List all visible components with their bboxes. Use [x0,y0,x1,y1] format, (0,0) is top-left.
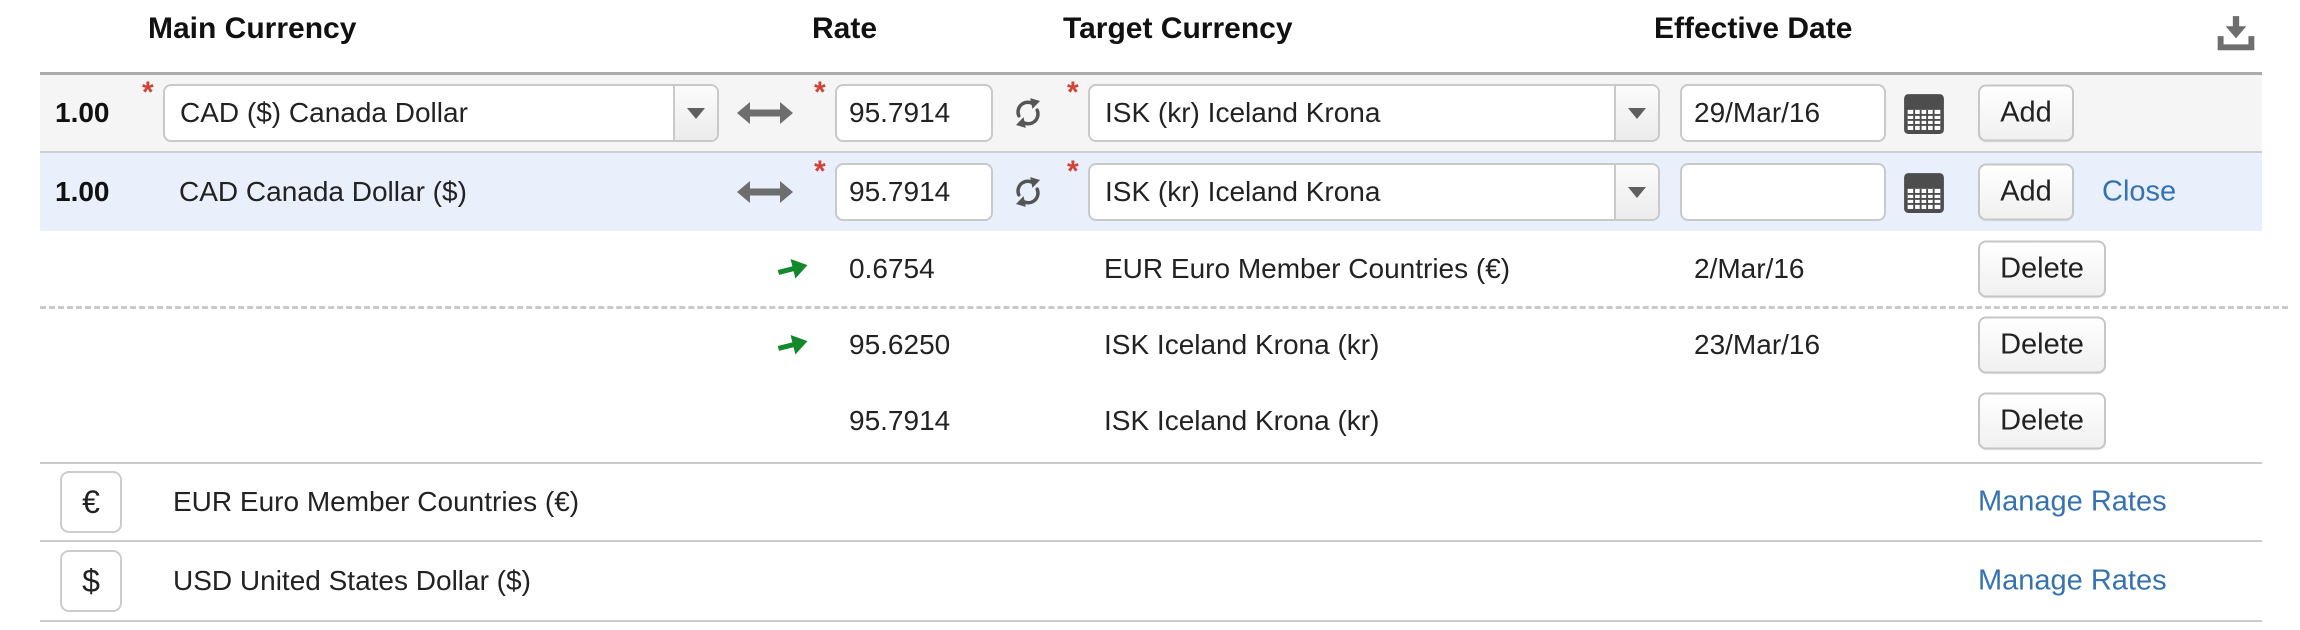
target-currency-select-dropdown-button[interactable] [1614,86,1658,140]
effective-date-field-wrap [1680,84,1886,142]
effective-date-field-wrap [1680,163,1886,221]
rate-value: 95.6250 [849,328,951,360]
rate-form-row-2: 1.00 CAD Canada Dollar ($) * * [40,153,2262,231]
manage-rates-link[interactable]: Manage Rates [1978,564,2167,597]
refresh-rate-icon[interactable] [1008,173,1048,211]
main-currency-select[interactable]: CAD ($) Canada Dollar [163,84,719,142]
delete-button[interactable]: Delete [1978,316,2106,373]
rate-history-row: 95.6250 ISK Iceland Krona (kr) 23/Mar/16… [40,309,2262,380]
rate-history-row: 0.6754 EUR Euro Member Countries (€) 2/M… [40,231,2262,306]
target-currency-select-value: ISK (kr) Iceland Krona [1105,176,1381,207]
currency-name: EUR Euro Member Countries (€) [1104,252,1511,284]
amount-label: 1.00 [55,97,110,128]
rate-form-row-1: 1.00 * CAD ($) Canada Dollar * [40,72,2262,153]
main-currency-field-wrap: * CAD ($) Canada Dollar [142,76,719,142]
effective-date-value: 2/Mar/16 [1694,252,1805,284]
required-asterisk: * [814,155,826,188]
currency-name: ISK Iceland Krona (kr) [1104,405,1380,436]
target-currency-select-value: ISK (kr) Iceland Krona [1105,97,1381,128]
add-button[interactable]: Add [1978,163,2074,221]
rate-history-row: 95.7914 ISK Iceland Krona (kr) Delete [40,380,2262,462]
main-currency-text: CAD Canada Dollar ($) [179,176,467,207]
effective-date-input[interactable] [1680,84,1886,142]
column-header-target-currency: Target Currency [1063,12,1293,45]
add-button[interactable]: Add [1978,84,2074,142]
rate-input[interactable] [835,84,993,142]
target-currency-field-wrap: * ISK (kr) Iceland Krona [1067,155,1660,221]
currency-row-usd: $ USD United States Dollar ($) Manage Ra… [40,540,2262,622]
refresh-rate-icon[interactable] [1008,94,1048,132]
column-header-rate: Rate [812,12,878,45]
required-asterisk: * [814,76,826,109]
delete-button[interactable]: Delete [1978,392,2106,450]
green-arrow-icon [762,255,822,283]
column-header-effective-date: Effective Date [1654,12,1853,45]
rate-field-wrap: * [814,155,993,221]
chevron-down-icon [1628,107,1646,119]
target-currency-select-dropdown-button[interactable] [1614,165,1658,219]
bidirectional-arrow-icon [736,177,794,207]
delete-button[interactable]: Delete [1978,240,2106,297]
dashed-separator [40,306,2288,309]
amount-label: 1.00 [55,176,110,207]
close-link[interactable]: Close [2102,175,2177,208]
download-icon[interactable] [2216,14,2256,54]
manage-rates-link[interactable]: Manage Rates [1978,485,2167,518]
calendar-icon[interactable] [1902,91,1946,135]
currency-name: ISK Iceland Krona (kr) [1104,328,1380,360]
currency-name: EUR Euro Member Countries (€) [173,486,580,517]
effective-date-value: 23/Mar/16 [1694,328,1821,360]
required-asterisk: * [1067,155,1079,188]
target-currency-select[interactable]: ISK (kr) Iceland Krona [1088,163,1660,221]
currency-row-eur: € EUR Euro Member Countries (€) Manage R… [40,462,2262,540]
required-asterisk: * [1067,76,1079,109]
rate-field-wrap: * [814,76,993,142]
rate-value: 0.6754 [849,252,935,284]
chevron-down-icon [687,107,705,119]
main-currency-select-dropdown-button[interactable] [673,86,717,140]
rate-value: 95.7914 [849,405,951,436]
rate-input[interactable] [835,163,993,221]
column-header-main-currency: Main Currency [148,12,357,45]
currency-symbol-badge: € [60,471,122,533]
green-arrow-icon [762,331,822,359]
calendar-icon[interactable] [1902,170,1946,214]
required-asterisk: * [142,76,154,109]
currency-symbol-badge: $ [60,550,122,612]
target-currency-field-wrap: * ISK (kr) Iceland Krona [1067,76,1660,142]
main-currency-select-value: CAD ($) Canada Dollar [180,97,468,128]
currency-name: USD United States Dollar ($) [173,565,531,596]
effective-date-input[interactable] [1680,163,1886,221]
target-currency-select[interactable]: ISK (kr) Iceland Krona [1088,84,1660,142]
chevron-down-icon [1628,186,1646,198]
bidirectional-arrow-icon [736,98,794,128]
